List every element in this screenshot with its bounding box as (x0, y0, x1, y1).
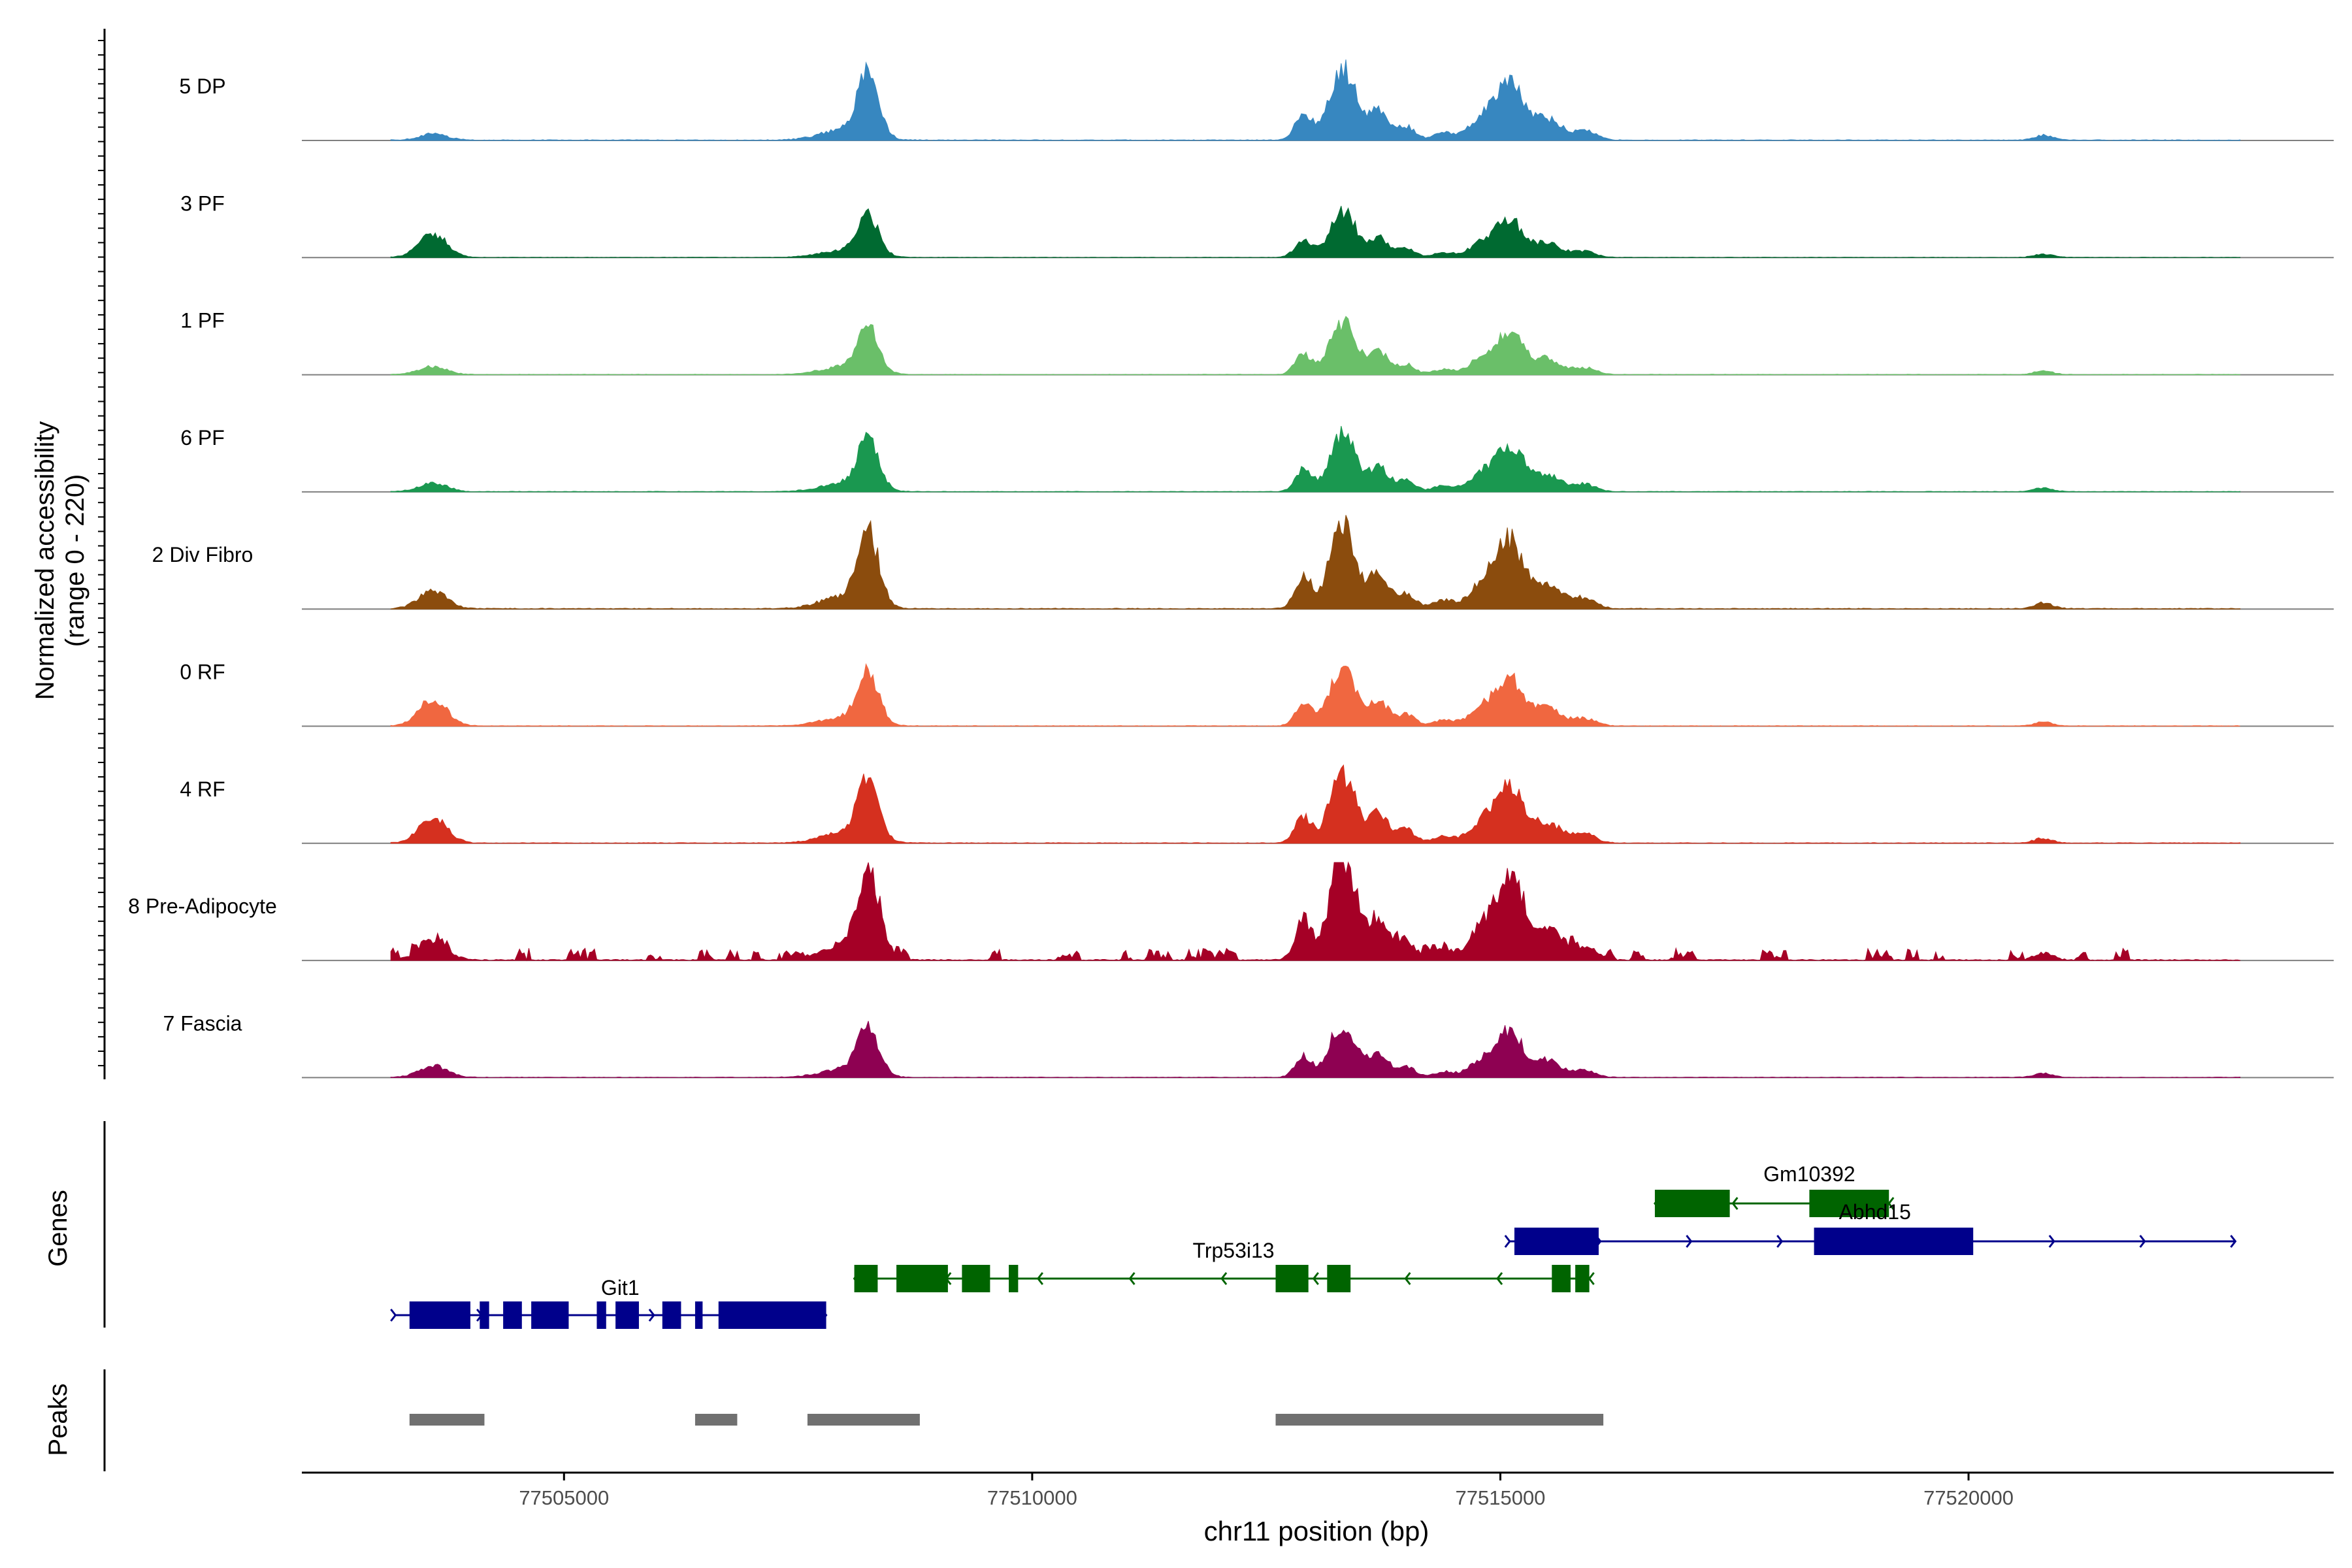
track-label: 1 PF (180, 309, 225, 333)
gene-label: Gm10392 (1763, 1162, 1855, 1186)
track-label: 0 RF (180, 661, 225, 684)
strand-arrow (1312, 1272, 1319, 1285)
coverage-tracks: 5 DP 3 PF 1 PF 6 PF 2 Div Fibro 0 RF 4 RF 8 Pre… (98, 29, 2334, 1079)
strand-arrow (1128, 1272, 1135, 1285)
coverage-track: 5 DP (179, 59, 2334, 141)
gene-exon (1514, 1228, 1599, 1255)
coverage-area (390, 1021, 2241, 1078)
peak-region (807, 1414, 920, 1426)
x-axis: 77505000 77510000 77515000 77520000 (302, 1471, 2334, 1509)
strand-arrow (1776, 1235, 1784, 1248)
gene-model: Trp53i13 (853, 1239, 1595, 1292)
x-tick-label: 77505000 (519, 1486, 609, 1509)
track-label: 7 Fascia (163, 1011, 242, 1035)
strand-arrow (2048, 1235, 2055, 1248)
gene-exon (531, 1301, 569, 1329)
coverage-track: 7 Fascia (163, 1011, 2334, 1079)
track-label: 3 PF (180, 191, 225, 215)
coverage-area (390, 861, 2241, 962)
strand-arrow (2230, 1235, 2237, 1248)
gene-exon (896, 1265, 948, 1292)
gene-annotation-panel: Git1 Trp53i13 Gm10392 Abhd15 (103, 1121, 2237, 1329)
peak-region (694, 1414, 738, 1426)
gene-exon (1814, 1228, 1974, 1255)
gene-exon (615, 1301, 639, 1329)
gene-model: Git1 (390, 1276, 828, 1329)
coverage-area (390, 59, 2241, 141)
peaks-panel-label: Peaks (44, 1383, 73, 1456)
track-label: 6 PF (180, 426, 225, 449)
track-label: 5 DP (179, 74, 225, 98)
peak-region (409, 1414, 485, 1426)
coverage-track: 4 RF (180, 764, 2334, 844)
gene-exon (1275, 1265, 1309, 1292)
coverage-area (390, 662, 2240, 727)
gene-exon (503, 1301, 522, 1329)
coverage-area (390, 425, 2241, 493)
track-label: 8 Pre-Adipocyte (128, 894, 277, 918)
coverage-area (390, 206, 2241, 258)
peaks-panel (103, 1369, 1604, 1471)
x-axis-title: chr11 position (bp) (1204, 1516, 1429, 1546)
track-label: 2 Div Fibro (152, 543, 253, 566)
coverage-track: 8 Pre-Adipocyte (128, 861, 2334, 962)
gene-exon (1552, 1265, 1571, 1292)
strand-arrow (1496, 1272, 1503, 1285)
gene-label: Abhd15 (1839, 1200, 1911, 1224)
strand-arrow (2139, 1235, 2146, 1248)
coverage-track: 6 PF (180, 425, 2334, 493)
gene-model: Abhd15 (1504, 1200, 2237, 1255)
coverage-track: 0 RF (180, 661, 2334, 727)
gene-exon (1327, 1265, 1351, 1292)
coverage-area (390, 316, 2241, 376)
gene-exon (854, 1265, 878, 1292)
gene-exon (480, 1301, 489, 1329)
gene-exon (1009, 1265, 1019, 1292)
strand-arrow (1731, 1197, 1739, 1210)
strand-arrow (1588, 1272, 1595, 1285)
gene-exon (1809, 1190, 1889, 1217)
x-tick-label: 77515000 (1456, 1486, 1546, 1509)
strand-arrow (1404, 1272, 1411, 1285)
y-axis-title-line2: (range 0 - 220) (61, 474, 90, 647)
coverage-track: 3 PF (180, 191, 2334, 259)
gene-label: Trp53i13 (1192, 1239, 1274, 1262)
gene-exon (596, 1301, 606, 1329)
strand-arrow (1686, 1235, 1693, 1248)
genes-panel-label: Genes (44, 1190, 73, 1267)
strand-arrow (1504, 1235, 1511, 1248)
track-label: 4 RF (180, 777, 225, 801)
coverage-area (390, 515, 2241, 610)
gene-exon (409, 1301, 470, 1329)
coverage-track: 1 PF (180, 309, 2334, 376)
x-tick-label: 77520000 (1923, 1486, 2014, 1509)
strand-arrow (390, 1309, 397, 1322)
peak-region (1275, 1414, 1604, 1426)
strand-arrow (1887, 1197, 1895, 1210)
strand-arrow (1036, 1272, 1044, 1285)
x-tick-label: 77510000 (987, 1486, 1077, 1509)
coverage-track: 2 Div Fibro (152, 515, 2334, 610)
gene-model: Gm10392 (1654, 1162, 1895, 1217)
coverage-area (390, 764, 2241, 844)
gene-exon (718, 1301, 826, 1329)
gene-exon (662, 1301, 681, 1329)
y-axis-title-line1: Normalized accessibility (31, 421, 59, 700)
strand-arrow (1220, 1272, 1228, 1285)
gene-exon (694, 1301, 703, 1329)
gene-exon (962, 1265, 990, 1292)
gene-exon (1575, 1265, 1590, 1292)
strand-arrow (648, 1309, 655, 1322)
gene-exon (1654, 1190, 1730, 1217)
gene-label: Git1 (601, 1276, 640, 1299)
